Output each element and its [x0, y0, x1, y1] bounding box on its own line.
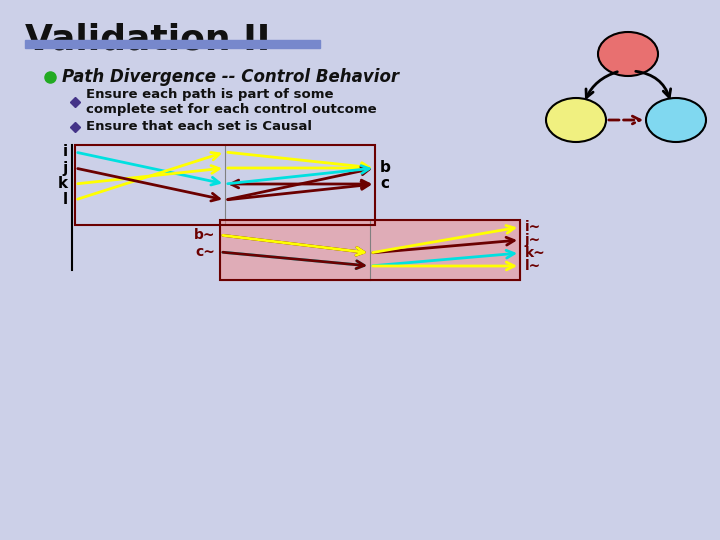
Text: i: i	[63, 145, 68, 159]
Text: Ensure that each set is Causal: Ensure that each set is Causal	[86, 120, 312, 133]
Text: k~: k~	[525, 246, 546, 260]
Ellipse shape	[598, 32, 658, 76]
Text: l: l	[63, 192, 68, 207]
Bar	[25, 40, 320, 48]
Text: Ensure each path is part of some
complete set for each control outcome: Ensure each path is part of some complet…	[86, 88, 377, 116]
Text: b~: b~	[194, 228, 215, 242]
Text: c: c	[380, 177, 389, 192]
Text: b: b	[380, 160, 391, 176]
Text: i~: i~	[525, 220, 541, 234]
Bar	[75, 145, 375, 225]
Text: Path Divergence -- Control Behavior: Path Divergence -- Control Behavior	[62, 68, 399, 86]
Text: j~: j~	[525, 233, 541, 247]
Text: k: k	[58, 177, 68, 192]
Bar	[220, 220, 520, 280]
Ellipse shape	[646, 98, 706, 142]
Text: Validation II: Validation II	[25, 22, 270, 56]
Ellipse shape	[546, 98, 606, 142]
Text: j: j	[63, 160, 68, 176]
Text: c~: c~	[195, 245, 215, 259]
Bar	[220, 220, 520, 280]
Text: l~: l~	[525, 259, 541, 273]
